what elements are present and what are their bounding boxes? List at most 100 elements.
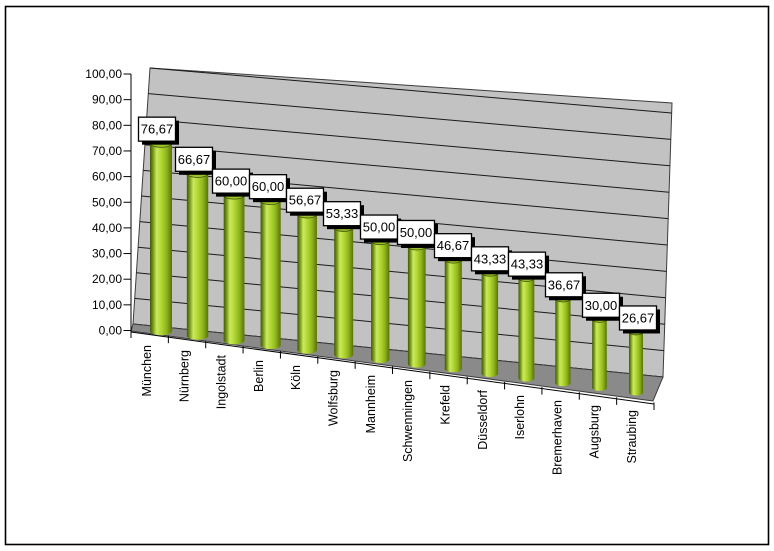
category-label: Krefeld (438, 385, 452, 425)
category-axis (130, 330, 655, 410)
value-axis-tick-label: 60,00 (92, 170, 122, 184)
category-label: München (140, 345, 154, 396)
cylinder-body (371, 241, 390, 364)
data-label: 53,33 (322, 201, 364, 230)
bar (591, 315, 608, 391)
gridline (146, 118, 670, 167)
cylinder-body (150, 143, 172, 336)
outer-frame (4, 5, 770, 546)
category-label: Straubing (625, 410, 639, 464)
bar (554, 295, 571, 387)
data-label-box (322, 201, 362, 227)
data-label-box (285, 187, 325, 213)
bar (481, 269, 499, 377)
data-label: 36,67 (544, 272, 586, 301)
data-label-value: 56,67 (289, 193, 322, 208)
bar (518, 274, 535, 382)
value-axis-tick-label: 30,00 (92, 247, 122, 261)
data-label-value: 30,00 (585, 298, 618, 313)
value-axis-tick-label: 0,00 (99, 324, 123, 338)
value-axis-tick-label: 10,00 (92, 298, 122, 312)
bar (223, 190, 245, 345)
category-label: Düsseldorf (476, 389, 490, 449)
bar (333, 223, 354, 359)
bar (628, 328, 644, 396)
cylinder-body (481, 272, 499, 377)
data-label-box (618, 305, 658, 331)
data-label-value: 36,67 (548, 277, 581, 292)
data-label: 50,00 (359, 214, 401, 243)
data-label-value: 53,33 (326, 206, 359, 221)
data-label: 76,67 (137, 116, 179, 145)
gridline (144, 144, 670, 193)
bar (296, 209, 318, 354)
data-label: 66,67 (174, 146, 216, 175)
data-label-box (507, 251, 547, 277)
data-label-value: 46,67 (437, 238, 470, 253)
gridline (148, 93, 671, 140)
bar (407, 242, 427, 368)
category-label: Mannheim (364, 375, 378, 433)
value-axis-tick-label: 70,00 (92, 144, 122, 158)
data-label: 43,33 (470, 246, 512, 275)
cylinder-body (592, 319, 607, 391)
value-axis-tick-label: 20,00 (92, 272, 122, 286)
data-label-box (581, 292, 621, 318)
value-axis-tick-label: 100,00 (85, 67, 122, 81)
data-label-box (396, 219, 436, 246)
cylinder-body (629, 331, 643, 396)
cylinder-body (407, 246, 426, 368)
data-label-box (137, 116, 177, 142)
cylinder-body (334, 227, 354, 359)
data-label-value: 60,00 (252, 179, 285, 194)
bar (149, 138, 173, 336)
cylinder-body (555, 298, 571, 387)
gridline (149, 67, 672, 114)
value-axis-tick-label: 90,00 (92, 93, 122, 107)
cylinder-body (260, 200, 281, 350)
gridline (134, 297, 664, 352)
bar (260, 196, 282, 350)
data-label: 50,00 (396, 219, 438, 248)
bar (444, 255, 463, 373)
category-label: Wolfsburg (327, 370, 341, 426)
cylinder-body (518, 278, 535, 382)
cylinder-body (297, 214, 317, 354)
data-label-box (211, 168, 251, 194)
data-label-box (248, 174, 288, 200)
data-label: 43,33 (507, 251, 549, 280)
data-label-value: 50,00 (363, 220, 396, 235)
data-label-value: 50,00 (400, 225, 433, 240)
data-label-value: 60,00 (215, 174, 248, 189)
data-label-box (433, 233, 473, 259)
data-label: 60,00 (211, 168, 253, 197)
bar (186, 168, 209, 340)
value-axis-tick-label: 40,00 (92, 221, 122, 235)
category-label: Köln (289, 365, 303, 390)
data-label: 26,67 (618, 305, 660, 334)
cylinder-body (444, 259, 462, 373)
category-label: Berlin (252, 360, 266, 392)
value-axis-tick-label: 80,00 (92, 118, 122, 132)
category-label: Iserlohn (513, 395, 527, 440)
data-label-box (174, 146, 214, 172)
data-label: 30,00 (581, 292, 623, 321)
data-label: 60,00 (248, 174, 290, 203)
data-label: 46,67 (433, 233, 475, 262)
data-label-value: 76,67 (141, 122, 174, 137)
bar (370, 236, 390, 364)
category-label: Bremerhaven (550, 400, 564, 475)
category-label: Augsburg (588, 405, 602, 459)
data-label-value: 43,33 (474, 251, 507, 266)
data-label-value: 43,33 (511, 257, 544, 272)
category-label: Nürnberg (177, 350, 191, 402)
category-label: Ingolstadt (215, 354, 229, 409)
data-label-value: 26,67 (622, 310, 655, 325)
data-label-value: 66,67 (178, 152, 211, 167)
cylinder-body (186, 173, 209, 340)
value-axis-tick-label: 50,00 (92, 195, 122, 209)
data-label-box (359, 214, 399, 240)
value-axis: 0,00 10,00 20,00 30,00 40,00 50,00 60,00 70,00 8… (85, 67, 132, 338)
